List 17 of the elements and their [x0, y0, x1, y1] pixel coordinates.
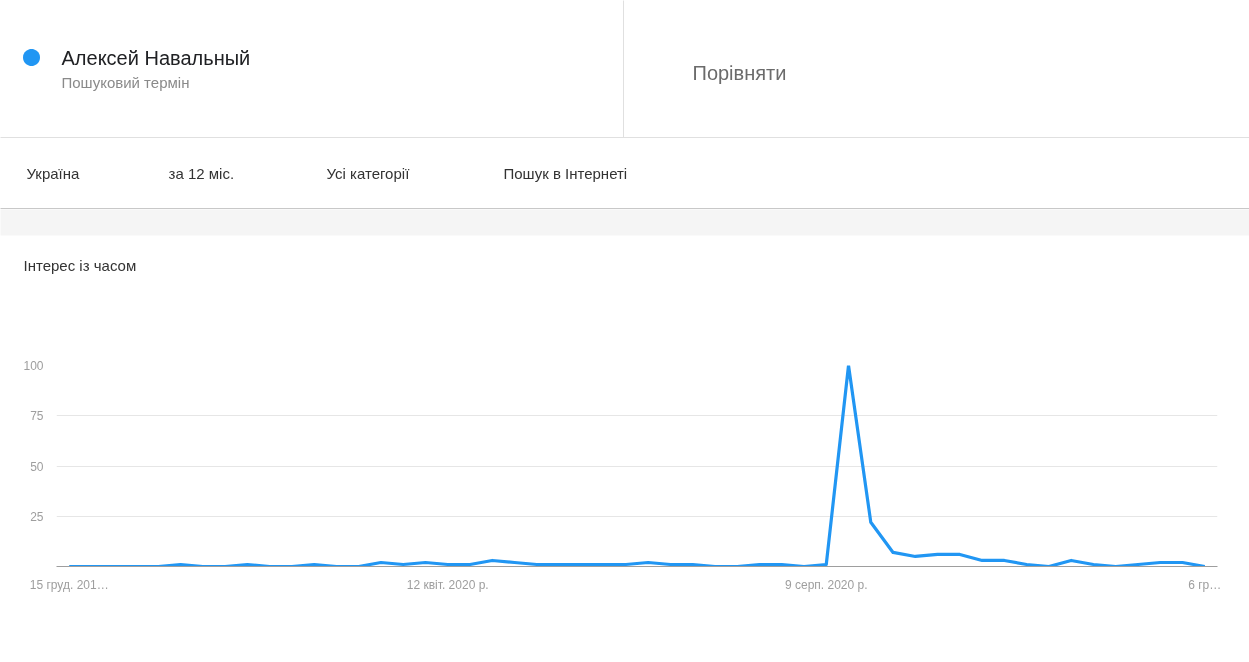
text: за 12 міс. [168, 165, 235, 182]
y-tick-label: 50 [30, 459, 44, 474]
legend-label: Алексей Навальный [61, 46, 251, 69]
x-tick-label: 15 груд. 201… [29, 577, 109, 592]
chart-title: Інтерес із часом [23, 257, 137, 274]
line-series [67, 365, 1207, 567]
x-tick-label: 9 серп. 2020 р. [784, 577, 868, 592]
text: Україна [26, 165, 81, 182]
y-tick-label: 100 [23, 359, 44, 373]
text: Усі категорії [326, 165, 411, 182]
y-tick-label: 25 [30, 509, 44, 524]
text: Порівняти [692, 61, 787, 84]
x-tick-label: 6 гр… [1188, 577, 1222, 592]
text: Пошук в Інтернеті [503, 165, 628, 182]
text: Пошуковий термін [61, 74, 190, 91]
x-tick-label: 12 квіт. 2020 р. [406, 577, 489, 592]
y-tick-label: 75 [30, 409, 44, 424]
